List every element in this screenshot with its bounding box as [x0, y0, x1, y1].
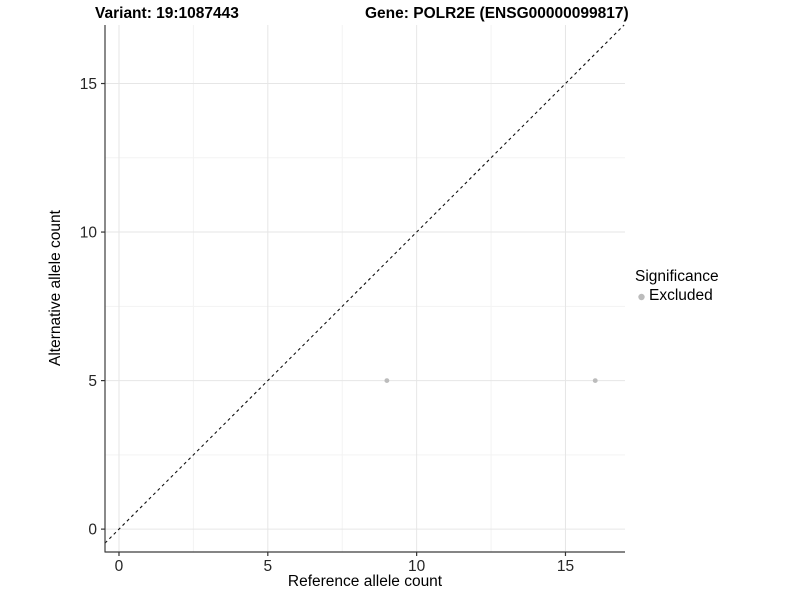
legend-title: Significance [635, 268, 719, 285]
legend: Significance Excluded [635, 268, 719, 305]
y-tick-label: 15 [80, 76, 97, 93]
legend-key [638, 293, 645, 301]
gene-title: Gene: POLR2E (ENSG00000099817) [365, 5, 629, 22]
legend-item-label: Excluded [649, 287, 713, 304]
data-point [384, 378, 390, 383]
x-tick-label: 15 [557, 558, 574, 575]
variant-title: Variant: 19:1087443 [95, 5, 239, 22]
x-axis-title: Reference allele count [287, 573, 443, 590]
y-tick-label: 0 [88, 522, 97, 539]
y-tick-label: 10 [80, 225, 98, 242]
x-tick-label: 5 [264, 558, 273, 575]
legend-key-dot [638, 293, 645, 301]
legend-item-excluded: Excluded [635, 287, 719, 305]
x-tick-label: 0 [115, 558, 124, 575]
identity-line [104, 24, 625, 544]
y-axis-title: Alternative allele count [47, 210, 64, 366]
y-tick-label: 5 [88, 373, 97, 390]
x-tick-label: 10 [408, 558, 426, 575]
data-point [592, 378, 598, 383]
